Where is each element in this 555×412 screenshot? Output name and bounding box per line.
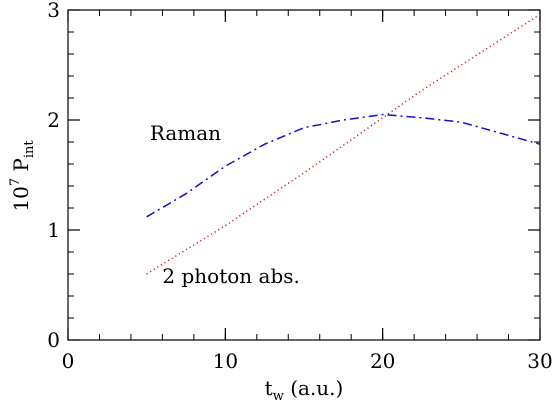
- y-tick-label: 2: [47, 108, 60, 132]
- annotations: Raman 2 photon abs.: [150, 121, 300, 288]
- series-lines: [146, 13, 541, 275]
- annotation-0: Raman: [150, 121, 221, 145]
- plot-frame: [67, 9, 541, 341]
- y-axis-label-main: 10: [9, 186, 33, 211]
- y-axis-label-mid: P: [9, 158, 33, 178]
- x-axis-label: tw (a.u.): [265, 376, 344, 404]
- x-axis-label-sub: w: [273, 389, 284, 404]
- annotation-1: 2 photon abs.: [162, 264, 299, 288]
- tick-labels: 0 10 20 30 0 1 2 3: [47, 0, 552, 373]
- y-tick-label: 1: [47, 218, 60, 242]
- tick-marks: [67, 9, 541, 341]
- series-line-raman: [146, 113, 541, 218]
- y-tick-label: 0: [47, 328, 60, 352]
- x-tick-label: 20: [370, 349, 395, 373]
- x-tick-label: 0: [62, 349, 75, 373]
- y-axis-label-sub: int: [22, 140, 37, 159]
- x-axis-label-main: t: [265, 376, 273, 400]
- x-axis-label-rest: (a.u.): [284, 376, 343, 400]
- x-tick-label: 30: [527, 349, 552, 373]
- y-axis-label: 107 Pint: [8, 140, 37, 212]
- x-tick-label: 10: [213, 349, 238, 373]
- y-tick-label: 3: [47, 0, 60, 22]
- y-axis-label-sup: 7: [8, 178, 23, 186]
